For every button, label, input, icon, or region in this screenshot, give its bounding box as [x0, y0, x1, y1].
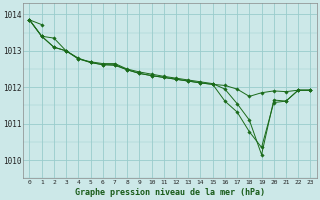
X-axis label: Graphe pression niveau de la mer (hPa): Graphe pression niveau de la mer (hPa) — [75, 188, 265, 197]
